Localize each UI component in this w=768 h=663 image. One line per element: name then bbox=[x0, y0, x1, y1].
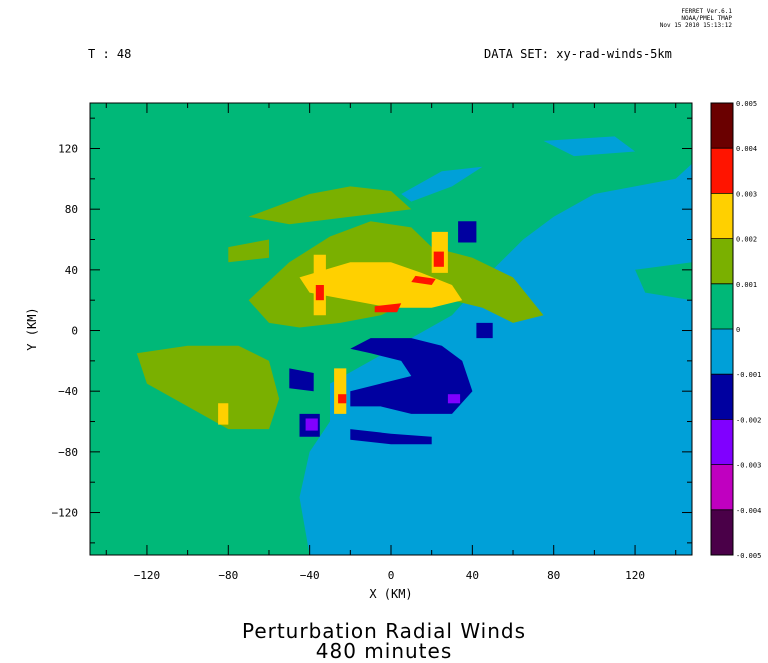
contour-region-0 bbox=[299, 163, 692, 555]
y-axis-label: Y (KM) bbox=[25, 307, 39, 350]
colorbar-label: 0.003 bbox=[736, 190, 757, 198]
contour-region-13 bbox=[315, 285, 324, 301]
colorbar-label: 0.001 bbox=[736, 281, 757, 289]
y-tick-label: −120 bbox=[52, 507, 79, 520]
x-tick-label: 0 bbox=[388, 569, 395, 582]
x-tick-label: −40 bbox=[300, 569, 320, 582]
x-axis-label: X (KM) bbox=[369, 587, 412, 601]
colorbar-swatch bbox=[711, 148, 733, 194]
colorbar-swatch bbox=[711, 193, 733, 239]
software-stamp: FERRET Ver.6.1 NOAA/PMEL TMAP Nov 15 201… bbox=[592, 8, 732, 29]
contour-region-15 bbox=[411, 275, 436, 285]
time-label: T : 48 bbox=[88, 47, 132, 61]
contour-region-12 bbox=[218, 403, 229, 425]
colorbar-label: 0 bbox=[736, 326, 740, 334]
colorbar-label: 0.002 bbox=[736, 236, 757, 244]
chart-title: Perturbation Radial Winds bbox=[241, 619, 527, 643]
colorbar-swatch bbox=[711, 283, 733, 329]
colorbar-swatch bbox=[711, 103, 733, 149]
contour-region-22 bbox=[458, 221, 477, 243]
colorbar-swatch bbox=[711, 464, 733, 510]
colorbar-label: -0.003 bbox=[736, 462, 761, 470]
colorbar-label: 0.005 bbox=[736, 100, 757, 108]
y-tick-label: 80 bbox=[65, 203, 78, 216]
x-tick-label: 40 bbox=[466, 569, 479, 582]
contour-region-1 bbox=[401, 166, 483, 202]
stamp-line-1: FERRET Ver.6.1 bbox=[681, 8, 732, 15]
contour-region-18 bbox=[350, 338, 473, 414]
x-tick-label: −120 bbox=[134, 569, 161, 582]
colorbar-label: -0.004 bbox=[736, 507, 761, 515]
contour-region-14 bbox=[433, 251, 444, 267]
contour-region-2 bbox=[543, 136, 636, 157]
y-tick-label: −40 bbox=[58, 385, 78, 398]
stamp-line-3: Nov 15 2010 15:13:12 bbox=[659, 22, 732, 29]
contour-region-3 bbox=[635, 262, 692, 301]
colorbar-label: 0.004 bbox=[736, 145, 757, 153]
contour-region-17 bbox=[338, 394, 347, 404]
contour-region-20 bbox=[289, 368, 314, 392]
x-tick-label: 120 bbox=[625, 569, 645, 582]
colorbar-swatch bbox=[711, 238, 733, 284]
chart-subtitle: 480 minutes bbox=[315, 639, 453, 663]
contour-region-23 bbox=[476, 322, 493, 339]
y-tick-label: 40 bbox=[65, 264, 78, 277]
y-tick-label: 0 bbox=[71, 325, 78, 338]
dataset-label: DATA SET: xy-rad-winds-5km bbox=[484, 47, 672, 61]
colorbar-swatch bbox=[711, 419, 733, 465]
x-tick-label: −80 bbox=[218, 569, 238, 582]
colorbar-label: -0.002 bbox=[736, 416, 761, 424]
contour-region-25 bbox=[447, 394, 461, 404]
colorbar-swatch bbox=[711, 329, 733, 375]
colorbar-label: -0.001 bbox=[736, 371, 761, 379]
colorbar-swatch bbox=[711, 509, 733, 555]
contour-region-24 bbox=[305, 418, 318, 431]
contour-region-4 bbox=[136, 345, 280, 430]
contour-region-6 bbox=[228, 239, 269, 263]
y-tick-label: 120 bbox=[58, 143, 78, 156]
contour-region-19 bbox=[350, 429, 432, 445]
contour-region-7 bbox=[248, 186, 412, 225]
contour-region-8 bbox=[299, 262, 463, 308]
x-tick-label: 80 bbox=[547, 569, 560, 582]
colorbar-label: -0.005 bbox=[736, 552, 761, 560]
stamp-line-2: NOAA/PMEL TMAP bbox=[681, 15, 732, 22]
colorbar-swatch bbox=[711, 374, 733, 420]
contour-region-16 bbox=[374, 303, 402, 313]
y-tick-label: −80 bbox=[58, 446, 78, 459]
contour-region-11 bbox=[334, 368, 347, 414]
